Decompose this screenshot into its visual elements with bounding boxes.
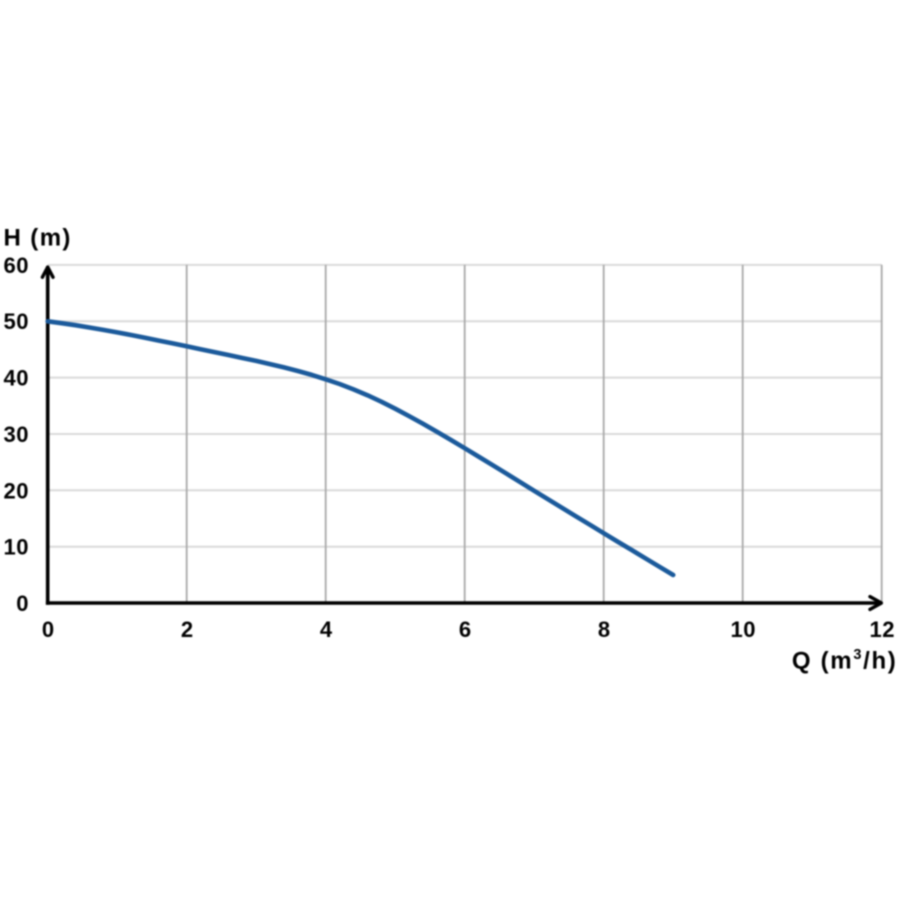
svg-text:H (m): H (m) (4, 224, 72, 251)
svg-text:10: 10 (730, 617, 755, 642)
svg-text:40: 40 (4, 366, 29, 391)
svg-text:10: 10 (4, 535, 29, 560)
svg-text:12: 12 (869, 617, 894, 642)
svg-text:0: 0 (42, 617, 55, 642)
svg-text:50: 50 (4, 309, 29, 334)
svg-text:0: 0 (16, 591, 29, 616)
svg-text:30: 30 (4, 422, 29, 447)
svg-text:Q (m3/h): Q (m3/h) (792, 647, 898, 675)
svg-text:20: 20 (4, 478, 29, 503)
svg-text:60: 60 (4, 253, 29, 278)
svg-text:2: 2 (181, 617, 194, 642)
svg-text:4: 4 (320, 617, 333, 642)
svg-text:8: 8 (598, 617, 611, 642)
svg-text:6: 6 (459, 617, 472, 642)
